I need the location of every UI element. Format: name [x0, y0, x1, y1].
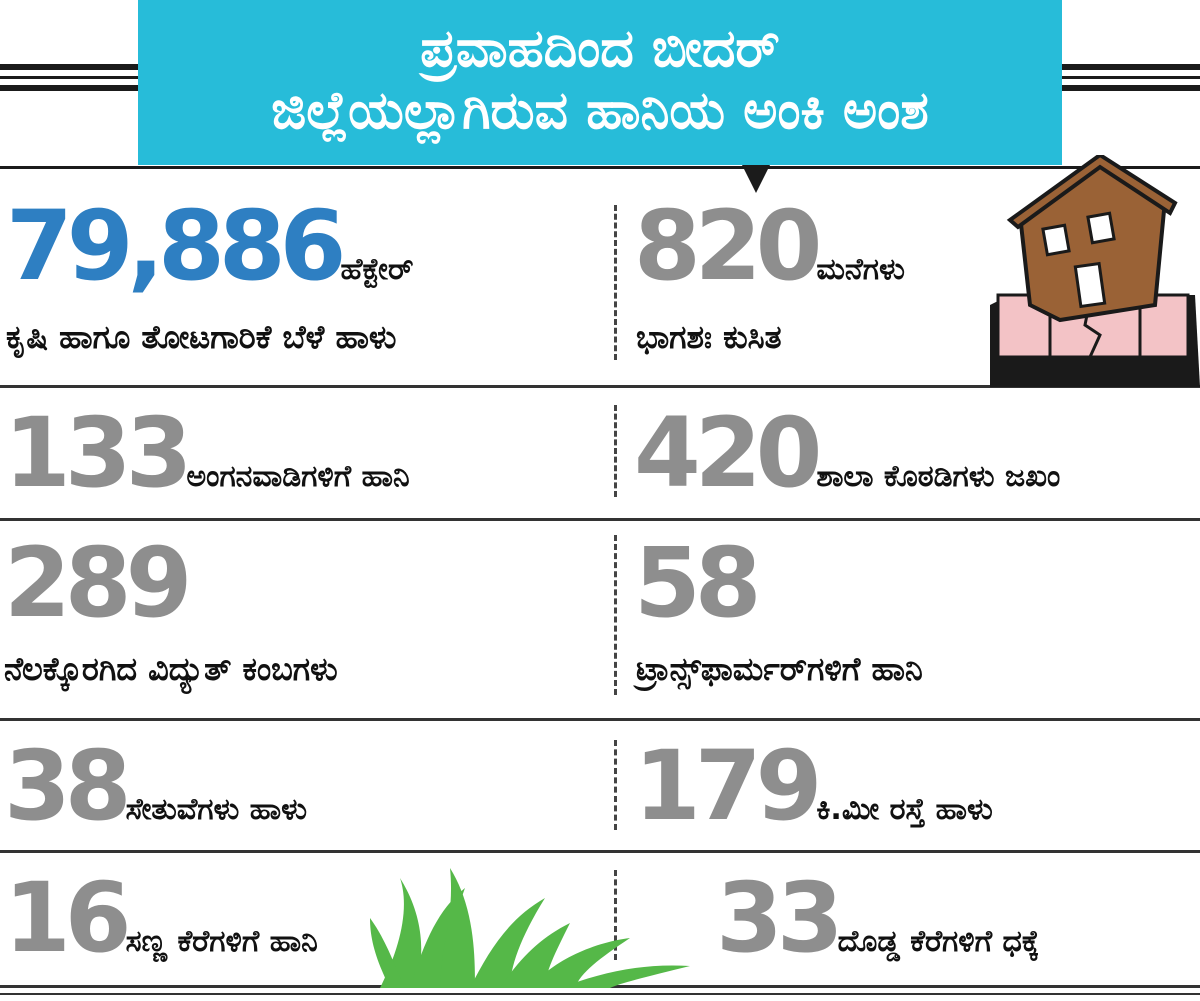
grass-icon [370, 868, 690, 988]
stat-transformers: 58 [634, 535, 762, 631]
stat-value: 820 [634, 190, 822, 302]
column-separator [614, 535, 617, 695]
headline-line-1: ಪ್ರವಾಹದಿಂದ ಬೀದರ್ [420, 19, 780, 79]
stat-value: 420 [634, 397, 822, 509]
stat-unit: ಹೆಕ್ಟೇರ್ [340, 252, 414, 287]
stat-value: 58 [634, 527, 762, 639]
column-separator [614, 205, 617, 360]
stat-description: ಅಂಗನವಾಡಿಗಳಿಗೆ ಹಾನಿ [186, 459, 410, 494]
row-divider [0, 718, 1200, 721]
stat-value: 16 [4, 862, 132, 974]
headline-line-2: ಜಿಲ್ಲೆಯಲ್ಲಾಗಿರುವ ಹಾನಿಯ ಅಂಕಿ ಅಂಶ [271, 81, 929, 141]
row-divider [0, 385, 1200, 388]
stat-school-rooms: 420ಶಾಲಾ ಕೊಠಡಿಗಳು ಜಖಂ [634, 405, 1060, 501]
column-separator [614, 405, 617, 497]
stat-small-lakes: 16ಸಣ್ಣ ಕೆರೆಗಳಿಗೆ ಹಾನಿ [4, 870, 318, 966]
stat-anganwadi: 133ಅಂಗನವಾಡಿಗಳಿಗೆ ಹಾನಿ [4, 405, 410, 501]
stat-value: 38 [4, 730, 132, 842]
stat-description: ಕಿ.ಮೀ ರಸ್ತೆ ಹಾಳು [816, 792, 993, 827]
stat-value: 133 [4, 397, 192, 509]
stat-unit: ಮನೆಗಳು [816, 252, 905, 287]
stat-large-lakes: 33ದೊಡ್ಡ ಕೆರೆಗಳಿಗೆ ಧಕ್ಕೆ [716, 870, 1039, 966]
stat-houses-collapsed: 820ಮನೆಗಳು [634, 198, 905, 294]
stat-description: ಕೃಷಿ ಹಾಗೂ ತೋಟಗಾರಿಕೆ ಬೆಳೆ ಹಾಳು [6, 318, 397, 356]
row-divider [0, 518, 1200, 521]
stat-value: 33 [716, 862, 844, 974]
damaged-house-icon [990, 155, 1200, 387]
headline-banner: ಪ್ರವಾಹದಿಂದ ಬೀದರ್ ಜಿಲ್ಲೆಯಲ್ಲಾಗಿರುವ ಹಾನಿಯ … [138, 0, 1062, 165]
column-separator [614, 740, 617, 830]
stat-description: ಶಾಲಾ ಕೊಠಡಿಗಳು ಜಖಂ [816, 459, 1061, 494]
stat-value: 79,886 [6, 190, 346, 302]
stat-value: 179 [634, 730, 822, 842]
stat-bridges: 38ಸೇತುವೆಗಳು ಹಾಳು [4, 738, 307, 834]
stat-description: ಭಾಗಶಃ ಕುಸಿತ [636, 318, 782, 356]
stat-electric-poles: 289 [4, 535, 192, 631]
decorative-header-lines [0, 64, 1200, 91]
stat-crop-damage: 79,886ಹೆಕ್ಟೇರ್ [6, 198, 414, 294]
stat-description: ಸಣ್ಣ ಕೆರೆಗಳಿಗೆ ಹಾನಿ [125, 924, 318, 959]
stat-description: ದೊಡ್ಡ ಕೆರೆಗಳಿಗೆ ಧಕ್ಕೆ [837, 924, 1040, 959]
stat-description: ಸೇತುವೆಗಳು ಹಾಳು [125, 792, 307, 827]
row-divider [0, 850, 1200, 853]
bottom-divider [0, 993, 1200, 995]
column-separator [614, 870, 617, 960]
stat-description: ನೆಲಕ್ಕೊರಗಿದ ವಿದ್ಯುತ್ ಕಂಬಗಳು [4, 650, 338, 688]
top-divider [0, 166, 1200, 169]
stat-roads: 179ಕಿ.ಮೀ ರಸ್ತೆ ಹಾಳು [634, 738, 993, 834]
stat-value: 289 [4, 527, 192, 639]
stat-description: ಟ್ರಾನ್ಸ್‌ಫಾರ್ಮರ್‌ಗಳಿಗೆ ಹಾನಿ [636, 650, 923, 688]
pointer-triangle-icon [742, 165, 770, 193]
